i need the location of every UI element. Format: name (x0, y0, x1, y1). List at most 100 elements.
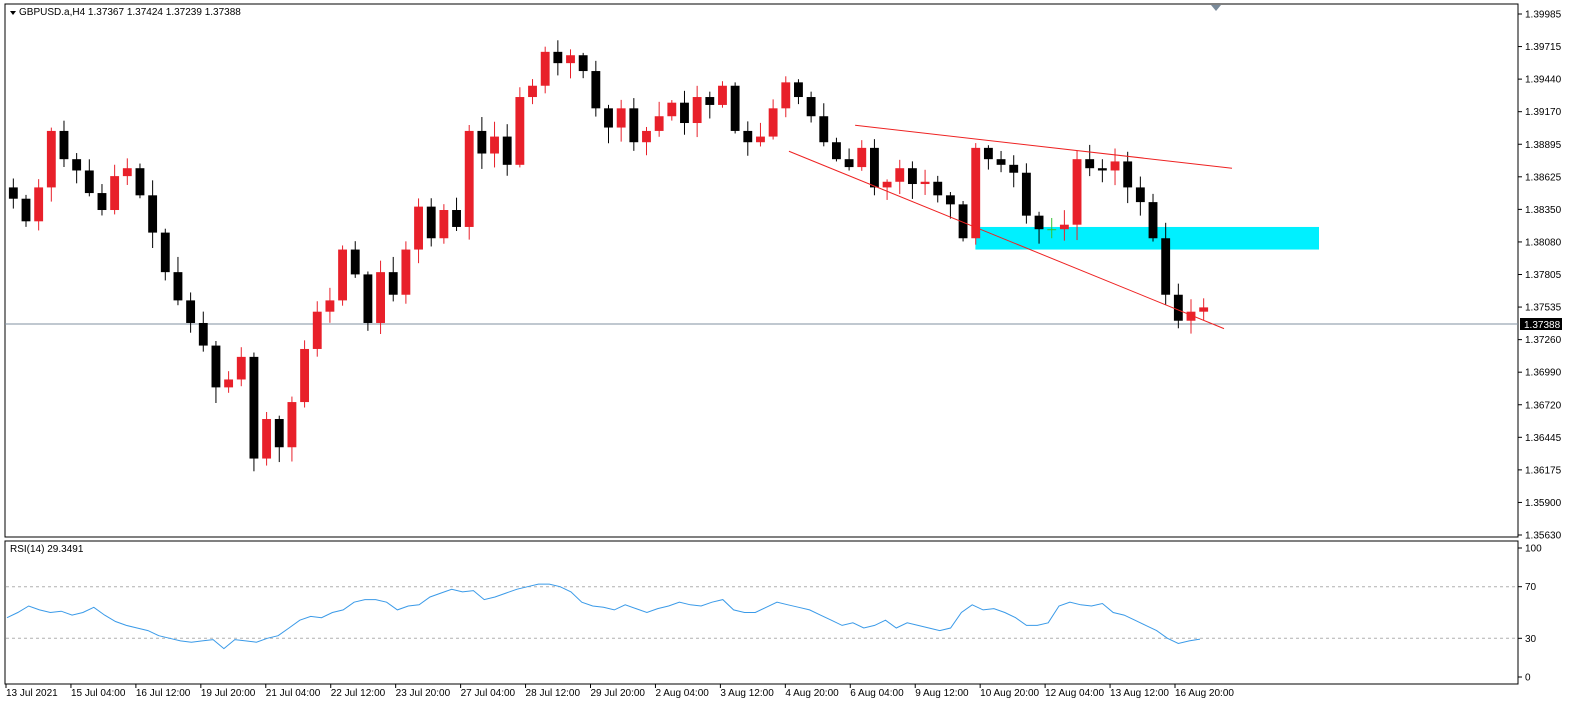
candle-body (1034, 215, 1044, 230)
candle-body (312, 311, 322, 349)
current-price-label: 1.37388 (1524, 320, 1561, 331)
candle-body (1072, 159, 1082, 225)
current-price-box (1520, 318, 1562, 330)
time-tick-label: 21 Jul 04:00 (266, 688, 321, 699)
candle-body (1110, 161, 1120, 171)
candle-body (249, 356, 259, 459)
candle-body (84, 170, 94, 194)
candle-body (566, 55, 575, 64)
candle-body (844, 159, 854, 168)
candle-body (350, 249, 360, 275)
candle-body (1135, 187, 1145, 203)
candle-body (642, 130, 651, 143)
candle-body (996, 159, 1006, 165)
candle-body (933, 181, 943, 196)
price-tick-label: 1.39985 (1525, 10, 1562, 21)
candle-body (540, 51, 550, 86)
candle-body (604, 108, 613, 128)
time-tick-label: 23 Jul 20:00 (396, 688, 451, 699)
candle-body (97, 193, 107, 211)
price-tick-label: 1.38080 (1525, 237, 1562, 248)
candle-body (1097, 168, 1107, 171)
price-tick-label: 1.36720 (1525, 400, 1562, 411)
candle-body (629, 108, 639, 143)
candle-body (401, 249, 411, 295)
candle-body (794, 82, 803, 98)
candle-body (983, 147, 993, 160)
collapse-triangle-icon[interactable] (10, 11, 16, 15)
candle-body (363, 274, 373, 323)
time-tick-label: 19 Jul 20:00 (201, 688, 256, 699)
candle-body (8, 187, 18, 199)
candle-body (1123, 161, 1133, 188)
time-tick-label: 13 Jul 2021 (6, 688, 58, 699)
candle-body (274, 419, 284, 448)
candle-body (148, 195, 158, 233)
candle-body (945, 195, 955, 205)
time-tick-label: 12 Aug 04:00 (1045, 688, 1104, 699)
candle-body (186, 300, 196, 323)
price-tick-label: 1.36990 (1525, 368, 1562, 379)
candle-body (705, 97, 715, 105)
candle-body (718, 85, 727, 105)
time-tick-label: 13 Aug 12:00 (1110, 688, 1169, 699)
candle-body (211, 345, 221, 388)
candle-body (591, 71, 601, 109)
candle-body (654, 116, 664, 131)
candle-body (667, 102, 677, 117)
candle-body (882, 181, 892, 188)
candle-body (502, 136, 512, 165)
candle-body (920, 181, 930, 185)
candle-body (895, 168, 905, 182)
time-tick-label: 16 Jul 12:00 (136, 688, 191, 699)
price-tick-label: 1.35630 (1525, 531, 1562, 542)
time-tick-label: 2 Aug 04:00 (655, 688, 709, 699)
candle-body (122, 168, 132, 177)
candle-body (743, 130, 753, 143)
price-tick-label: 1.39715 (1525, 42, 1562, 53)
chart-shift-marker-icon[interactable] (1211, 5, 1221, 11)
candle-body (1199, 307, 1209, 312)
candle-body (1047, 229, 1057, 231)
candle-body (414, 206, 423, 250)
demand-zone (975, 226, 1319, 250)
price-tick-label: 1.38625 (1525, 172, 1562, 183)
price-tick-label: 1.35900 (1525, 498, 1562, 509)
candle-body (781, 82, 791, 109)
candle-body (971, 147, 981, 239)
price-tick-label: 1.39440 (1525, 75, 1562, 86)
symbol-header: GBPUSD.a,H4 1.37367 1.37424 1.37239 1.37… (19, 7, 241, 18)
time-tick-label: 10 Aug 20:00 (980, 688, 1039, 699)
time-tick-label: 22 Jul 12:00 (331, 688, 386, 699)
price-tick-label: 1.36175 (1525, 465, 1562, 476)
candle-body (1148, 202, 1158, 239)
resistance-trendline[interactable] (855, 124, 1233, 169)
candle-body (477, 130, 487, 154)
candle-body (426, 206, 436, 239)
candle-body (616, 108, 626, 128)
time-tick-label: 27 Jul 04:00 (461, 688, 516, 699)
candle-body (236, 356, 246, 380)
candle-body (464, 130, 474, 227)
time-tick-label: 29 Jul 20:00 (591, 688, 646, 699)
candle-body (1009, 164, 1019, 173)
candle-body (224, 379, 234, 388)
candle-body (452, 210, 461, 227)
candle-body (338, 249, 348, 301)
candle-body (1173, 294, 1183, 321)
price-tick-label: 1.38895 (1525, 140, 1562, 151)
candle-body (819, 116, 829, 143)
candle-body (1186, 311, 1196, 321)
candle-body (1161, 238, 1171, 295)
candle-body (198, 322, 208, 346)
candle-body (59, 130, 69, 160)
candle-body (907, 168, 917, 185)
candle-body (756, 136, 765, 143)
candle-body (46, 130, 56, 188)
rsi-panel-frame (4, 540, 1519, 685)
candle-body (376, 272, 385, 323)
support-trendline[interactable] (788, 150, 1225, 330)
time-tick-label: 16 Aug 20:00 (1175, 688, 1234, 699)
candle-body (490, 136, 499, 154)
